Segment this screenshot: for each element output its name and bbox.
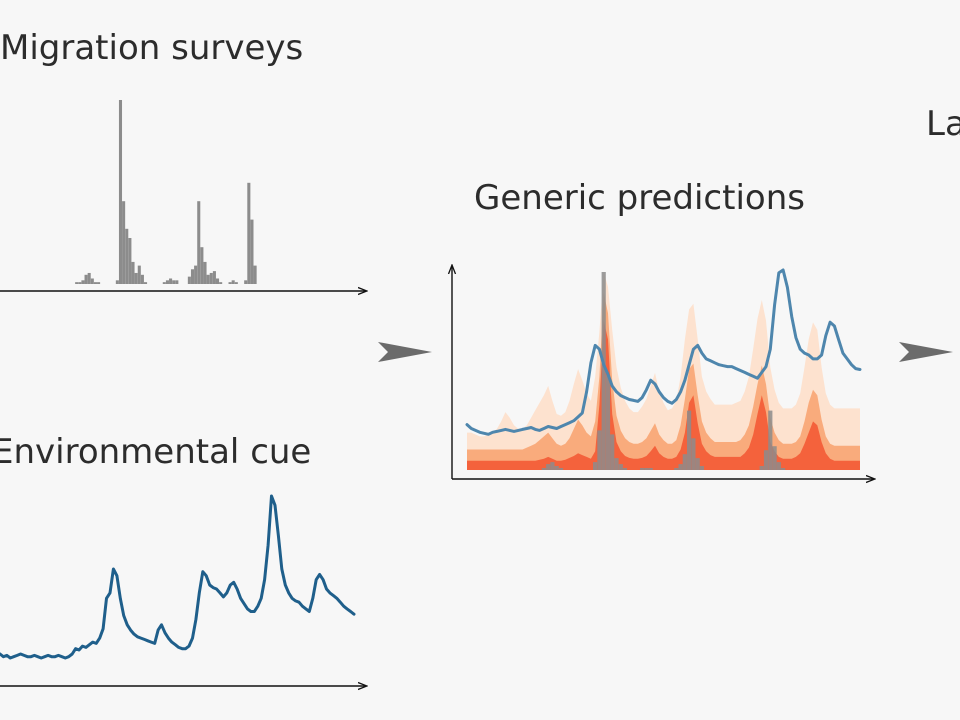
- survey-bar: [187, 276, 191, 284]
- survey-bar: [122, 201, 126, 284]
- survey-overlay-bar: [593, 462, 598, 470]
- survey-bar: [175, 280, 179, 284]
- survey-overlay-bar: [781, 468, 786, 470]
- survey-bar: [231, 280, 235, 284]
- survey-bar: [206, 274, 210, 284]
- survey-overlay-bar: [674, 468, 679, 470]
- survey-overlay-bar: [776, 462, 781, 470]
- generic-predictions-title: Generic predictions: [474, 178, 805, 218]
- survey-overlay-bar: [763, 450, 769, 470]
- cropped-panel-title: La: [926, 104, 960, 144]
- survey-overlay-bar: [699, 466, 704, 470]
- survey-overlay-bar: [554, 466, 559, 470]
- survey-bar: [197, 201, 201, 284]
- prediction-line: [465, 268, 862, 436]
- survey-bar: [97, 282, 101, 284]
- survey-overlay-bar: [648, 468, 653, 470]
- survey-bar: [84, 274, 88, 284]
- arrow-right-icon: [899, 342, 953, 362]
- environmental-cue-panel: [0, 494, 356, 660]
- survey-bar: [125, 228, 129, 284]
- generic-predictions-panel: [465, 268, 862, 470]
- survey-bar: [90, 278, 94, 284]
- survey-bar: [200, 247, 204, 284]
- survey-bar: [194, 265, 198, 284]
- survey-overlay-bar: [558, 468, 564, 470]
- survey-bar: [169, 278, 173, 284]
- survey-overlay-bar: [772, 446, 777, 470]
- survey-bar: [190, 269, 195, 284]
- survey-overlay-bar: [687, 410, 692, 470]
- survey-overlay-bar: [622, 468, 628, 470]
- survey-bar: [87, 272, 91, 284]
- arrow-right-icon: [378, 342, 432, 362]
- survey-overlay-bar: [678, 464, 683, 470]
- environmental-cue-title: Environmental cue: [0, 432, 312, 472]
- survey-bar: [216, 278, 220, 284]
- survey-bar: [228, 282, 232, 284]
- migration-surveys-panel: [75, 100, 257, 284]
- survey-bar: [134, 272, 138, 284]
- migration-surveys-title: Migration surveys: [0, 28, 304, 68]
- survey-overlay-bar: [644, 468, 649, 470]
- survey-bar: [144, 282, 148, 284]
- survey-bar: [253, 265, 257, 284]
- survey-bar: [93, 282, 97, 284]
- survey-overlay-bar: [546, 464, 551, 470]
- survey-bar: [128, 238, 132, 284]
- survey-overlay-bar: [614, 458, 619, 470]
- survey-bar: [75, 282, 79, 284]
- survey-overlay-bar: [597, 430, 602, 470]
- survey-overlay-bar: [695, 458, 700, 470]
- survey-bar: [212, 271, 216, 284]
- survey-bar: [131, 261, 135, 284]
- survey-bar: [203, 261, 207, 284]
- prediction-band-dark: [467, 320, 860, 470]
- survey-overlay-bar: [605, 375, 611, 470]
- survey-overlay-bar: [691, 438, 696, 470]
- survey-overlay-bar: [541, 468, 546, 470]
- survey-bar: [244, 280, 248, 284]
- environmental-cue-line: [0, 494, 356, 660]
- survey-bar: [137, 265, 141, 284]
- survey-overlay-bar: [640, 468, 645, 470]
- survey-bar: [78, 282, 82, 284]
- survey-overlay-bar: [768, 410, 773, 470]
- survey-bar: [118, 100, 123, 284]
- survey-overlay-bar: [601, 272, 606, 470]
- survey-bar: [162, 282, 166, 284]
- survey-bar: [140, 274, 144, 284]
- survey-overlay-bar: [618, 464, 623, 470]
- survey-bar: [165, 280, 169, 284]
- survey-bar: [234, 282, 238, 284]
- survey-bar: [172, 280, 176, 284]
- survey-bar: [115, 280, 119, 284]
- survey-overlay-bar: [550, 462, 555, 470]
- survey-overlay-bar: [610, 434, 615, 470]
- survey-bar: [81, 280, 85, 284]
- survey-bar: [250, 219, 254, 284]
- survey-bar: [209, 272, 213, 284]
- survey-overlay-bar: [759, 466, 764, 470]
- survey-bar: [247, 182, 251, 284]
- survey-bar: [219, 282, 223, 284]
- survey-overlay-bar: [682, 454, 687, 470]
